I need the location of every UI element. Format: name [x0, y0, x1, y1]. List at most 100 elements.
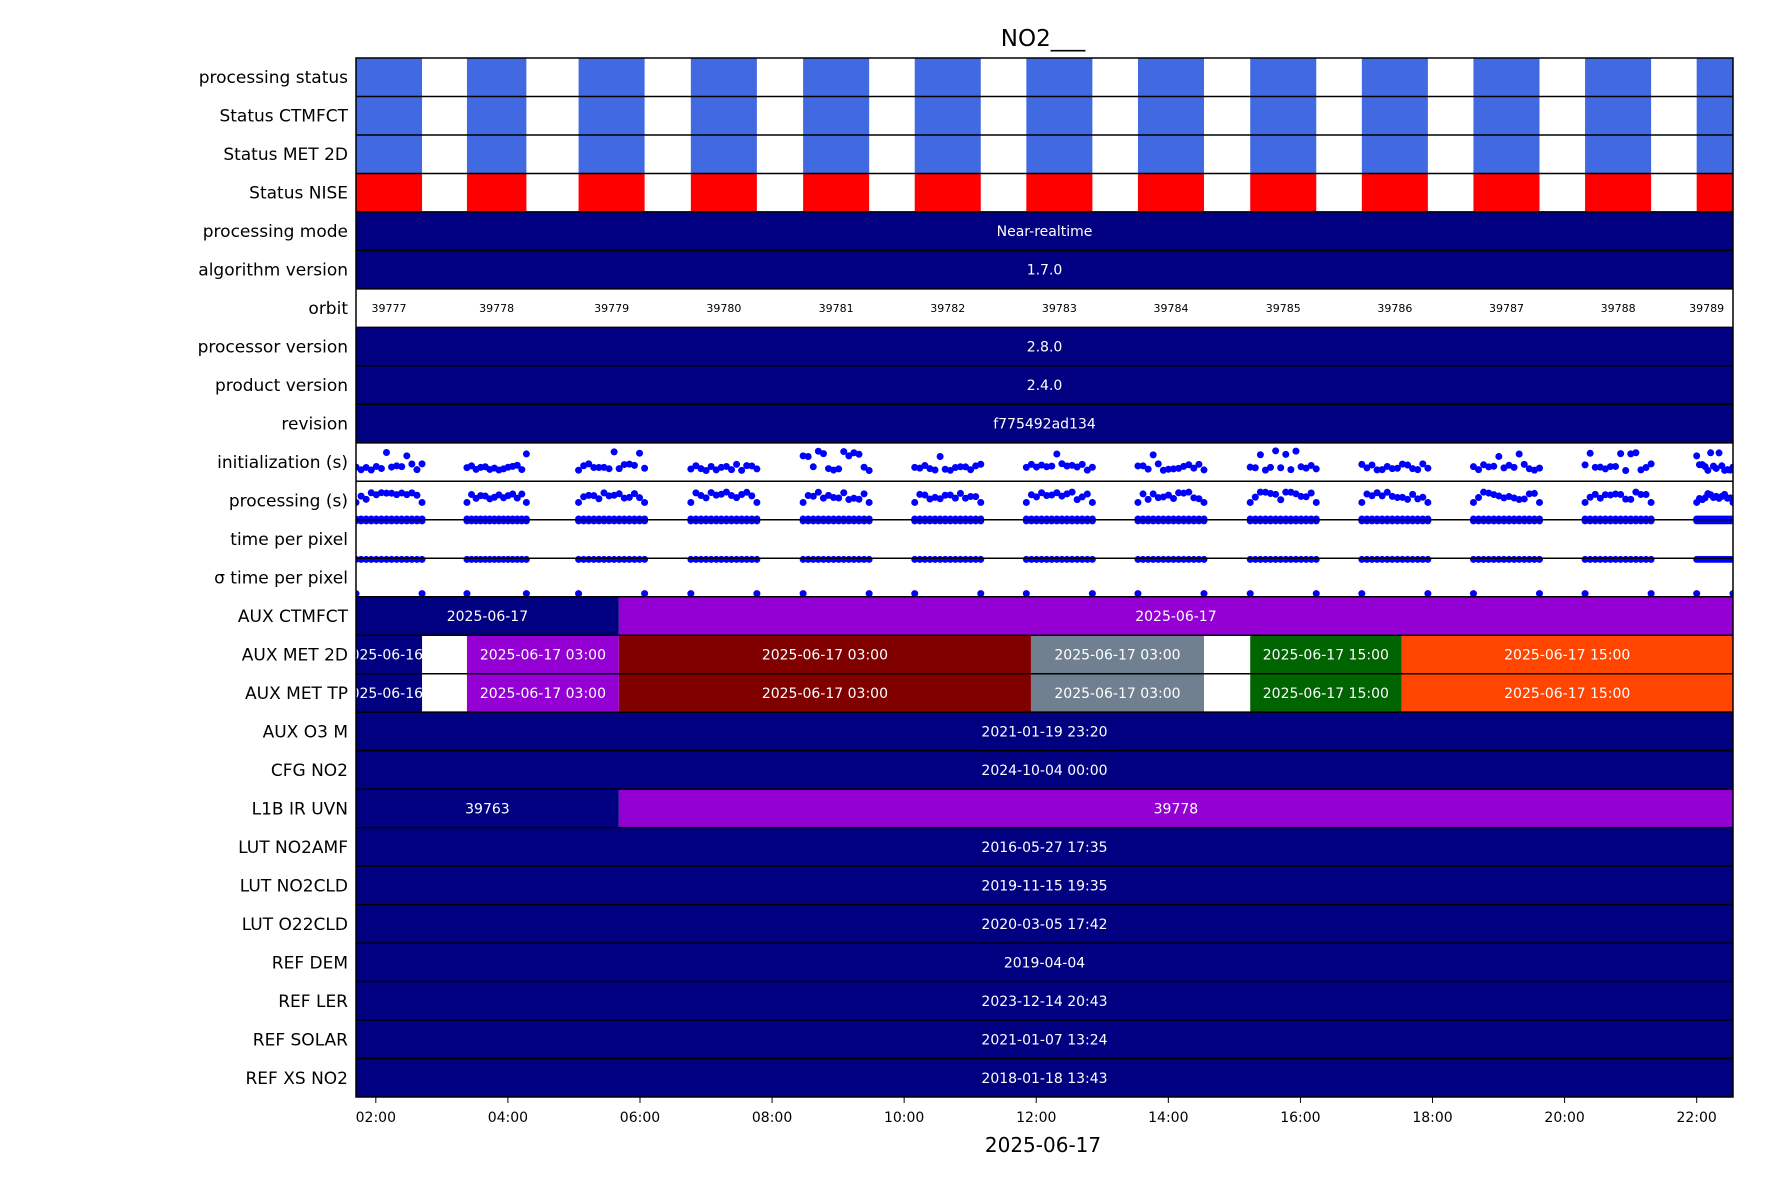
scatter-point — [738, 466, 746, 474]
scatter-point — [753, 590, 761, 598]
status-bar-status-nise — [1361, 173, 1428, 212]
scatter-point — [1617, 450, 1625, 458]
row-label-lut-no2amf: LUT NO2AMF — [238, 838, 348, 858]
status-bar-status-met-2d — [1473, 134, 1540, 174]
scatter-point — [1612, 490, 1620, 498]
scatter-point — [911, 590, 919, 598]
scatter-point — [911, 498, 919, 506]
x-tick-label: 16:00 — [1280, 1110, 1320, 1126]
scatter-point — [1419, 460, 1427, 468]
row-label-lut-no2cld: LUT NO2CLD — [240, 876, 348, 896]
scatter-point — [1606, 463, 1614, 471]
scatter-point — [1144, 495, 1152, 503]
status-bar-status-ctmfct — [1026, 96, 1093, 135]
scatter-point — [408, 460, 416, 468]
segment-label-l1b-ir-uvn: 39763 — [465, 801, 510, 817]
scatter-point — [1164, 491, 1172, 499]
status-bar-status-nise — [578, 173, 645, 212]
scatter-point — [1591, 490, 1599, 498]
scatter-point — [865, 517, 873, 525]
scatter-point — [835, 465, 843, 473]
status-bar-status-met-2d — [914, 134, 981, 174]
scatter-point — [1373, 489, 1381, 497]
scatter-point — [1612, 462, 1620, 470]
segment-label-aux-met-tp: 2025-06-16 1 — [342, 686, 437, 702]
status-bar-status-nise — [803, 173, 870, 212]
status-bar-status-nise — [356, 173, 423, 212]
segment-l1b-ir-uvn — [356, 789, 619, 828]
bar-label-ref-solar: 2021-01-07 13:24 — [981, 1032, 1107, 1048]
scatter-point — [1043, 463, 1051, 471]
scatter-point — [936, 495, 944, 503]
status-bar-status-ctmfct — [1473, 96, 1540, 135]
status-bar-processing-status — [466, 58, 527, 97]
bar-processor-version — [356, 327, 1733, 366]
scatter-point — [382, 489, 390, 497]
scatter-point — [1358, 590, 1366, 598]
scatter-point — [692, 462, 700, 470]
x-tick-label: 06:00 — [620, 1110, 660, 1126]
scatter-point — [575, 498, 583, 506]
status-bar-status-met-2d — [356, 134, 423, 174]
scatter-point — [1200, 498, 1208, 506]
segment-aux-met-tp — [356, 673, 423, 713]
status-bar-status-met-2d — [1361, 134, 1428, 174]
scatter-point — [1388, 465, 1396, 473]
scatter-point — [702, 466, 710, 474]
status-bar-status-met-2d — [803, 134, 870, 174]
scatter-point — [1267, 463, 1275, 471]
scatter-point — [1272, 447, 1280, 455]
scatter-point — [1256, 488, 1264, 496]
scatter-point — [641, 590, 649, 598]
x-tick-label: 18:00 — [1412, 1110, 1452, 1126]
bar-label-ref-ler: 2023-12-14 20:43 — [981, 994, 1107, 1010]
scatter-point — [418, 517, 426, 525]
scatter-point — [590, 492, 598, 500]
orbit-label: 39777 — [372, 302, 407, 315]
segment-label-aux-met-tp: 2025-06-17 15:00 — [1504, 686, 1630, 702]
scatter-point — [1729, 498, 1733, 506]
row-label-ref-ler: REF LER — [278, 992, 348, 1012]
scatter-point — [733, 460, 741, 468]
scatter-point — [1068, 488, 1076, 496]
scatter-point — [522, 517, 530, 525]
scatter-point — [865, 555, 873, 563]
scatter-point — [967, 466, 975, 474]
scatter-point — [1139, 462, 1147, 470]
scatter-point — [1622, 495, 1630, 503]
scatter-point — [518, 490, 526, 498]
status-bar-processing-status — [803, 58, 870, 97]
scatter-point — [1535, 555, 1543, 563]
scatter-point — [1642, 490, 1650, 498]
scatter-point — [967, 492, 975, 500]
scatter-point — [921, 491, 929, 499]
scatter-point — [1404, 461, 1412, 469]
segment-aux-met-tp — [1401, 673, 1733, 713]
scatter-point — [743, 462, 751, 470]
scatter-point — [356, 498, 360, 506]
scatter-point — [1307, 461, 1315, 469]
scatter-point — [605, 465, 613, 473]
orbit-label: 39788 — [1601, 302, 1636, 315]
scatter-point — [799, 498, 807, 506]
scatter-point — [1535, 590, 1543, 598]
chart-title: NO2___ — [1001, 26, 1086, 52]
x-tick-label: 04:00 — [488, 1110, 528, 1126]
scatter-point — [1693, 452, 1701, 460]
scatter-point — [1535, 464, 1543, 472]
scatter-point — [1586, 449, 1594, 457]
scatter-point — [840, 448, 848, 456]
scatter-point — [1022, 498, 1030, 506]
scatter-point — [1185, 461, 1193, 469]
scatter-point — [1246, 463, 1254, 471]
scatter-point — [1424, 464, 1432, 472]
status-bar-processing-status — [578, 58, 645, 97]
scatter-point — [1272, 490, 1280, 498]
scatter-point — [636, 494, 644, 502]
bar-label-product-version: 2.4.0 — [1027, 378, 1063, 394]
scatter-point — [1475, 493, 1483, 501]
row-label-processing-status: processing status — [199, 68, 348, 88]
x-tick-label: 02:00 — [356, 1110, 396, 1126]
scatter-point — [722, 488, 730, 496]
scatter-point — [1134, 498, 1142, 506]
